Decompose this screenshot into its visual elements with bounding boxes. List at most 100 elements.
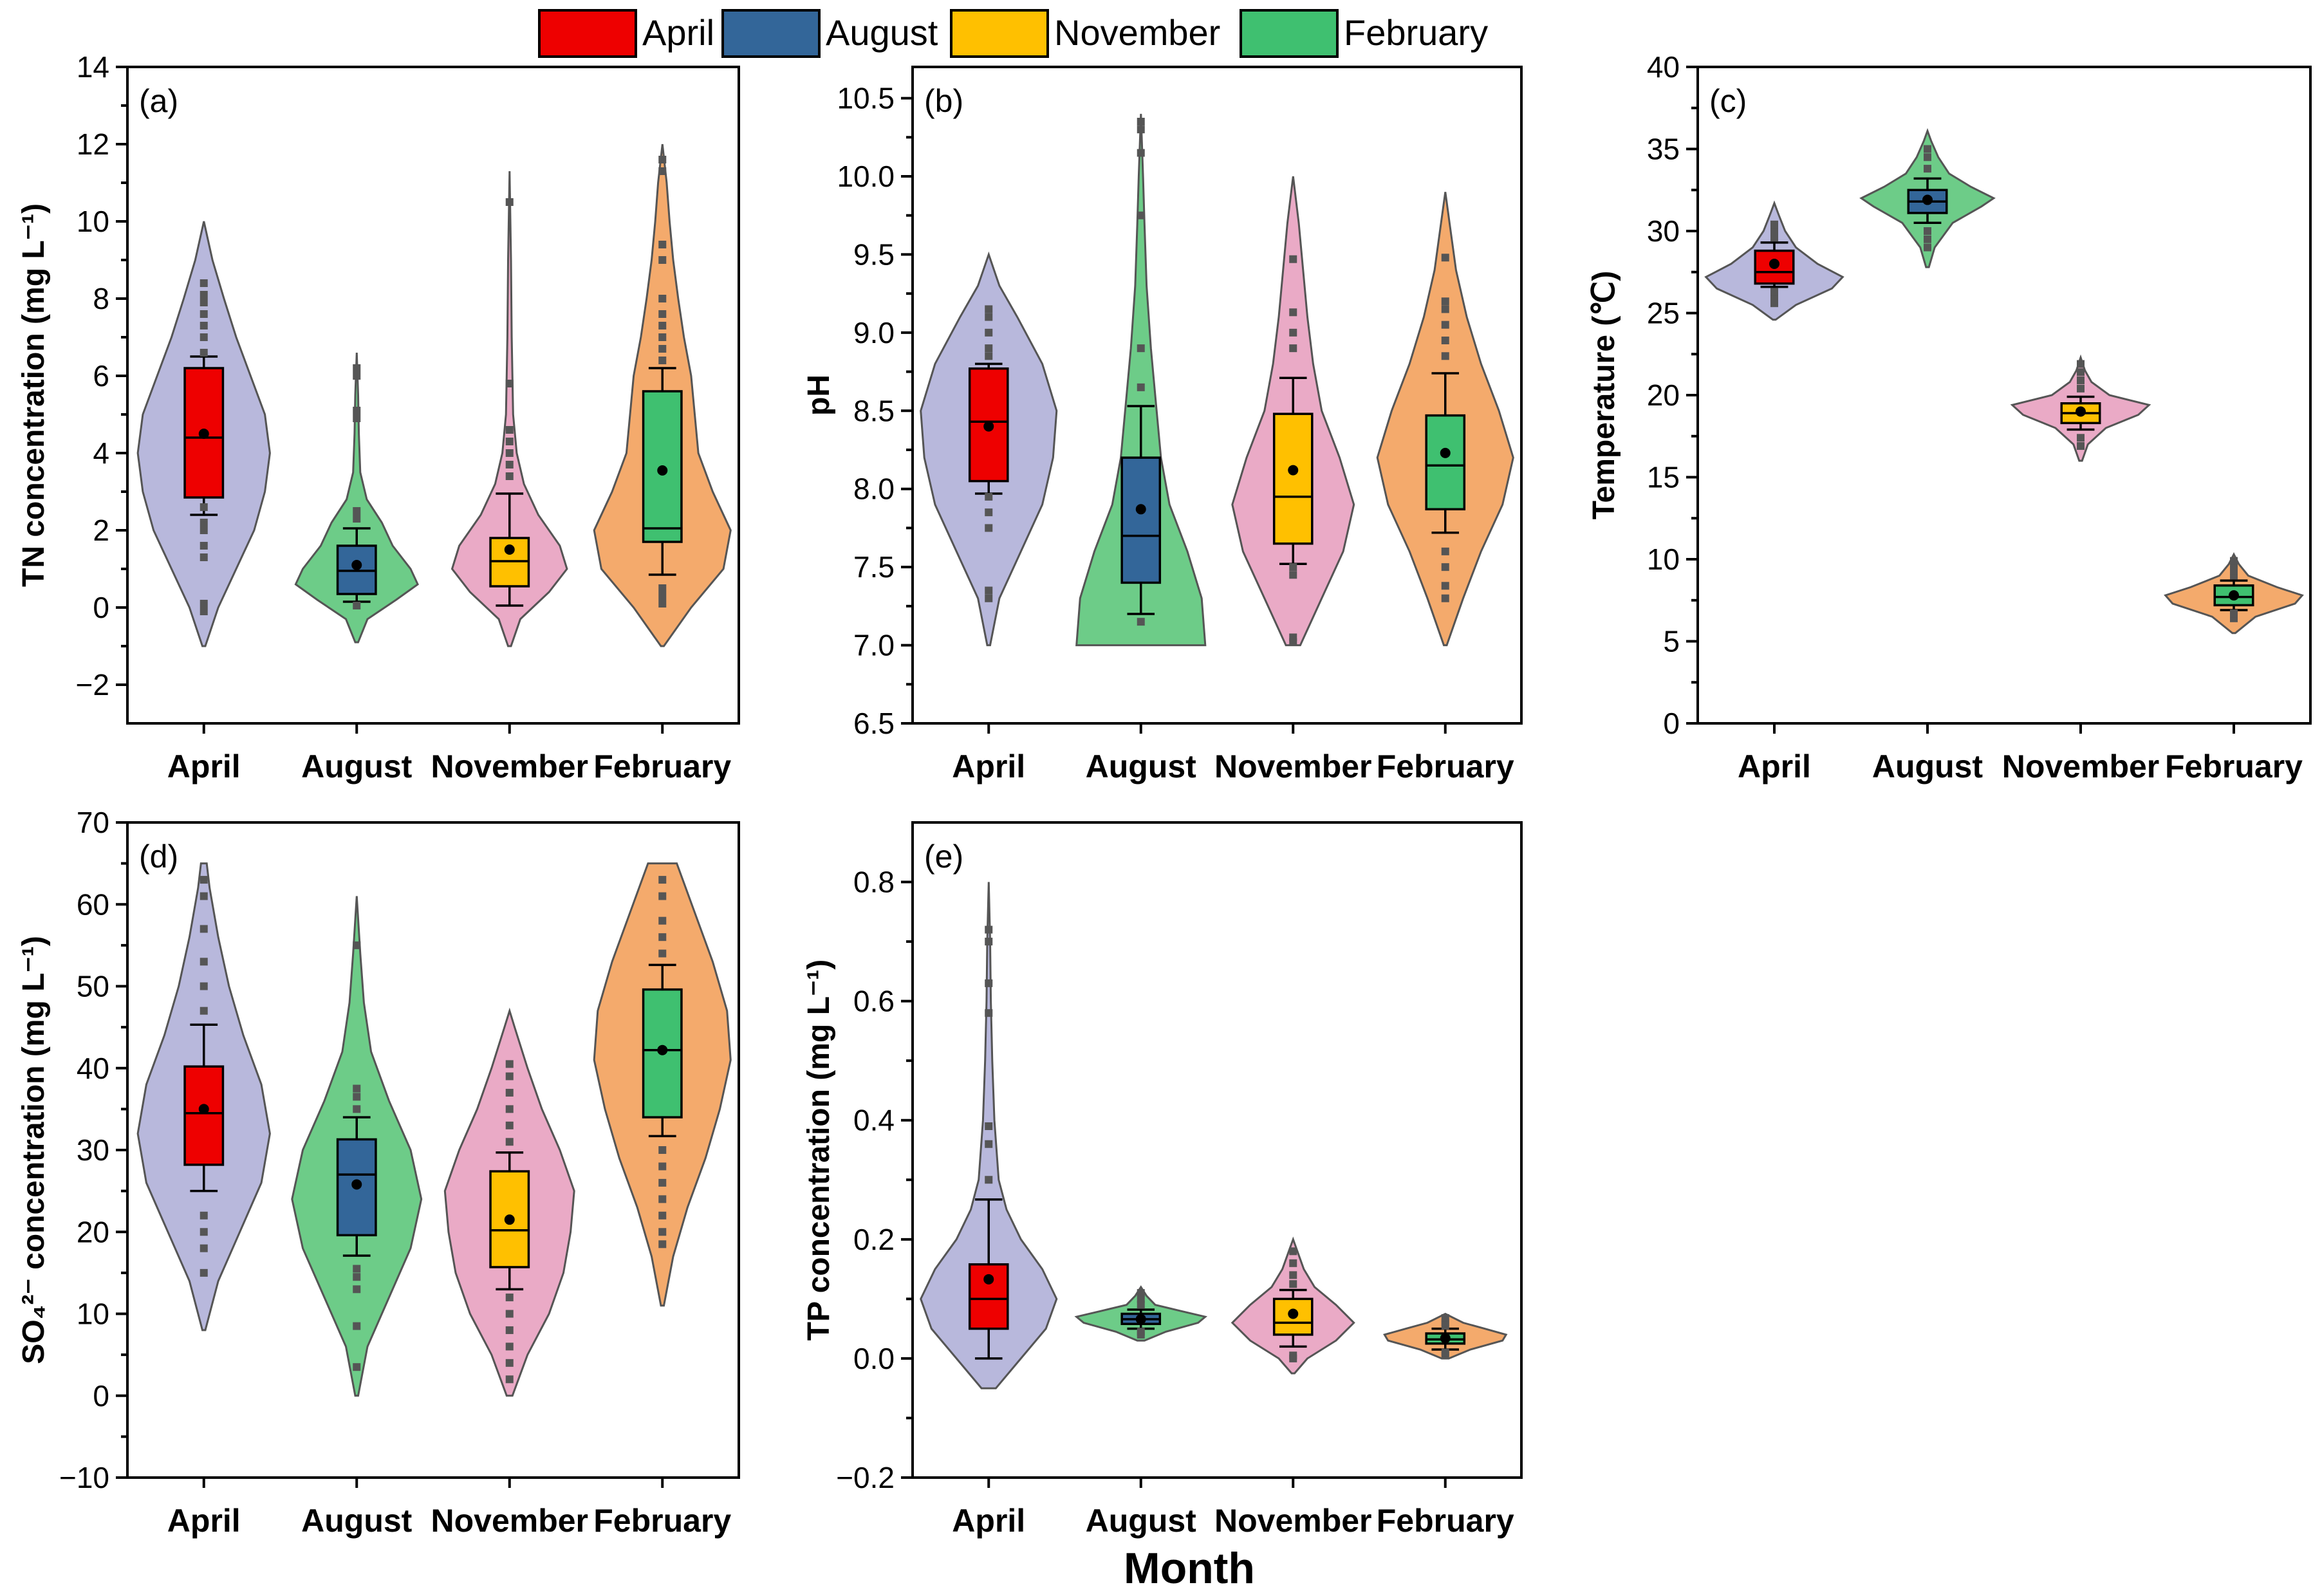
panel-e-ytick-label: −0.2 [836, 1461, 895, 1494]
point-c-august [1924, 165, 1931, 173]
panel-d-ytick-label: 10 [77, 1297, 109, 1331]
panel-a-ytick-label: 0 [93, 591, 109, 624]
point-a-november [505, 438, 514, 445]
panel-b-xtick-label: April [952, 748, 1025, 784]
panel-b-ytick-label: 10.5 [837, 82, 895, 115]
legend-swatch-february [1240, 9, 1339, 58]
panel-b-ytick-label: 9.5 [853, 237, 895, 271]
mean-e-august [1135, 1313, 1146, 1324]
panel-a-ytick-label: 8 [93, 282, 109, 315]
panel-b: 6.5 7.0 7.5 8.0 8.5 9.0 9.5 10.0 10.5 pH (b) April A… [802, 66, 1523, 784]
point-b-february [1441, 547, 1449, 555]
point-a-april [200, 526, 208, 534]
panel-a-ytick-label: 4 [93, 436, 109, 470]
panel-c-tag: (c) [1709, 83, 1747, 119]
panel-a-ytick-label: 10 [77, 205, 109, 238]
point-c-november [2077, 376, 2085, 385]
mean-a-february [657, 465, 668, 476]
point-a-november [505, 426, 514, 434]
point-c-november [2077, 434, 2085, 442]
panel-e: −0.2 0.0 0.2 0.4 0.6 0.8 TP concentration (mg … [802, 821, 1523, 1539]
mean-d-november [504, 1214, 515, 1225]
point-d-february [658, 1240, 667, 1248]
panel-d-xtick-label: August [301, 1503, 413, 1539]
panel-b-xtick-label: November [1214, 748, 1372, 784]
panel-c-xtick-label: April [1738, 748, 1811, 784]
point-b-august [1137, 344, 1145, 353]
point-e-april [985, 1176, 993, 1184]
panel-e-tag: (e) [924, 839, 963, 875]
mean-b-february [1440, 447, 1451, 458]
point-b-april [985, 508, 993, 517]
violin-b-august [1075, 113, 1207, 647]
panel-b-ytick-label: 8.5 [853, 394, 895, 427]
panel-d: −10 0 10 20 30 40 50 60 70 SO₄²⁻ concentration (m… [17, 806, 740, 1539]
point-d-april [200, 876, 208, 884]
point-b-february [1441, 305, 1449, 313]
point-c-november [2077, 442, 2085, 450]
point-a-february [658, 333, 667, 341]
point-d-april [200, 1007, 208, 1015]
point-c-april [1770, 227, 1778, 235]
point-d-february [658, 1211, 667, 1220]
panel-e-ytick-label: 0.4 [853, 1104, 895, 1137]
panel-b-xtick-label: August [1086, 748, 1197, 784]
panel-b-ytick-label: 10.0 [837, 160, 895, 193]
point-a-april [200, 519, 208, 526]
point-a-august [353, 372, 361, 380]
point-a-february [658, 310, 667, 318]
point-d-november [505, 1310, 514, 1318]
panel-c-ytick-label: 35 [1647, 133, 1680, 166]
panel-c-xtick-label: November [2002, 748, 2160, 784]
point-c-april [1770, 234, 1778, 242]
point-b-april [985, 328, 993, 337]
point-c-august [1924, 145, 1931, 153]
point-b-november [1289, 344, 1297, 353]
point-b-august [1137, 118, 1145, 125]
point-a-april [200, 299, 208, 306]
point-e-april [985, 1140, 993, 1148]
point-a-april [200, 291, 208, 299]
point-a-august [353, 414, 361, 422]
point-e-august [1137, 1295, 1145, 1303]
point-d-august [353, 1322, 361, 1330]
point-a-february [658, 345, 667, 353]
point-d-april [200, 892, 208, 900]
point-c-august [1924, 235, 1931, 243]
panel-c-ytick-label: 20 [1647, 378, 1680, 412]
panel-e-ytick-label: 0.6 [853, 985, 895, 1018]
panel-d-ytick-label: 20 [77, 1215, 109, 1248]
point-a-august [353, 602, 361, 609]
panel-a-ytick-label: 14 [77, 50, 109, 84]
point-a-february [658, 167, 667, 175]
point-b-august [1137, 125, 1145, 134]
point-a-april [200, 608, 208, 615]
point-a-november [505, 472, 514, 480]
panel-d-ytick-label: 70 [77, 806, 109, 839]
panel-b-tag: (b) [924, 83, 963, 119]
point-a-august [353, 407, 361, 414]
panel-e-ylabel: TP concentration (mg L⁻¹) [802, 960, 836, 1341]
point-a-april [200, 333, 208, 341]
panel-d-ytick-label: 50 [77, 970, 109, 1003]
point-c-april [1770, 299, 1778, 308]
panel-b-ytick-label: 9.0 [853, 316, 895, 349]
panel-a-xtick-label: November [431, 748, 588, 784]
panel-d-ytick-label: −10 [59, 1461, 109, 1494]
panel-b-xtick-label: February [1377, 748, 1514, 784]
point-b-august [1137, 383, 1145, 391]
panel-b-ytick-label: 6.5 [853, 707, 895, 740]
point-a-february [658, 592, 667, 600]
mean-a-april [198, 429, 209, 439]
panel-b-ytick-label: 8.0 [853, 472, 895, 506]
box-d-april [183, 1065, 225, 1166]
panel-b-ytick-label: 7.5 [853, 550, 895, 584]
point-d-november [505, 1138, 514, 1146]
point-a-november [505, 449, 514, 457]
point-b-april [985, 492, 993, 501]
panel-a-xtick-label: April [167, 748, 241, 784]
point-c-april [1770, 288, 1778, 296]
point-d-november [505, 1342, 514, 1351]
panel-d-ytick-label: 30 [77, 1133, 109, 1167]
panel-a-ylabel: TN concentration (mg L⁻¹) [17, 203, 51, 587]
